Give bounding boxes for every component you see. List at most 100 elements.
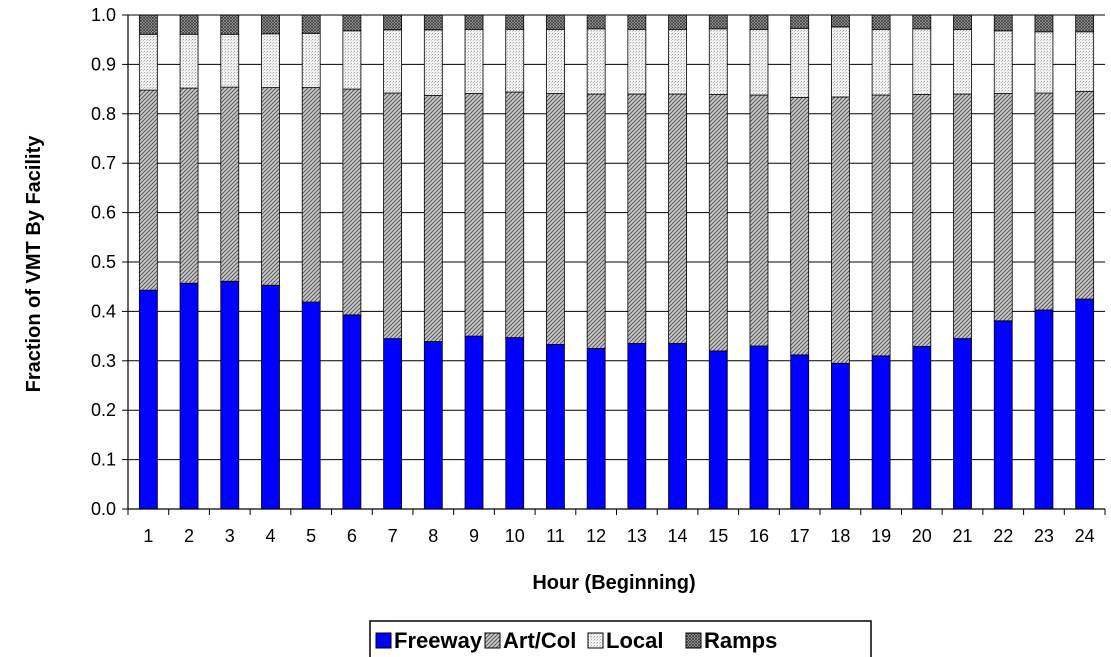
- bar-segment-freeway: [301, 301, 321, 510]
- bar-segment-freeway: [912, 346, 932, 510]
- x-tick-label: 13: [627, 526, 647, 546]
- bar-segment-ramps: [342, 14, 362, 32]
- bar-segment-freeway: [383, 338, 403, 510]
- x-tick-label: 14: [668, 526, 688, 546]
- bar-segment-local: [423, 29, 443, 96]
- bar-segment-ramps: [668, 14, 687, 30]
- bar-segment-freeway: [871, 355, 891, 510]
- x-tick-labels: 1 2 3 4 5 6 7 8 9 10 11 12 13 14 15 16 17 18 19 20 21 22 23 24: [127, 509, 1106, 546]
- y-tick-label: 0.9: [91, 54, 116, 74]
- bar-segment-art-col: [301, 87, 321, 303]
- bar-segment-ramps: [301, 14, 321, 34]
- y-tick-label: 0.5: [91, 252, 116, 272]
- bar-segment-art-col: [912, 94, 932, 347]
- bar-segment-ramps: [953, 14, 972, 30]
- bar-segment-art-col: [464, 93, 484, 337]
- bar-segment-freeway: [790, 354, 810, 510]
- bar-segment-freeway: [342, 314, 362, 510]
- bar-segment-art-col: [220, 86, 240, 282]
- bar-segment-local: [586, 28, 606, 95]
- x-tick-label: 12: [586, 526, 606, 546]
- x-tick-label: 5: [306, 526, 316, 546]
- bar-segment-ramps: [586, 14, 606, 30]
- x-tick-label: 23: [1034, 526, 1054, 546]
- bar-segment-art-col: [586, 93, 606, 349]
- bar-segment-ramps: [138, 14, 158, 35]
- bar-segment-art-col: [668, 93, 687, 344]
- bar-segment-local: [993, 30, 1013, 94]
- bar-segment-ramps: [871, 14, 891, 30]
- y-tick-label: 0.8: [91, 104, 116, 124]
- bar-segment-art-col: [831, 96, 850, 364]
- bar-segment-freeway: [220, 280, 240, 510]
- bar-segment-ramps: [1075, 14, 1095, 33]
- x-tick-label: 17: [790, 526, 810, 546]
- bar-segment-art-col: [383, 92, 403, 339]
- x-axis-title: Hour (Beginning): [532, 572, 695, 594]
- legend-label: Freeway: [394, 628, 483, 653]
- bar-segment-ramps: [627, 14, 647, 30]
- bar-segment-art-col: [708, 94, 728, 352]
- x-tick-label: 6: [347, 526, 357, 546]
- gridlines: [128, 14, 1105, 510]
- x-tick-label: 10: [505, 526, 525, 546]
- bar-segment-art-col: [505, 91, 525, 338]
- bar-segment-local: [871, 28, 891, 96]
- bar-segment-art-col: [953, 93, 972, 339]
- y-tick-label: 0.4: [91, 301, 116, 321]
- bar-segment-local: [342, 30, 362, 90]
- x-tick-label: 9: [469, 526, 479, 546]
- x-tick-label: 21: [953, 526, 973, 546]
- bar-segment-freeway: [586, 348, 606, 510]
- x-tick-label: 15: [708, 526, 728, 546]
- bar-segment-local: [464, 28, 484, 94]
- y-tick-label: 1.0: [91, 5, 116, 25]
- x-tick-label: 19: [871, 526, 891, 546]
- bar-segment-art-col: [790, 97, 810, 356]
- legend-frame: [369, 620, 872, 657]
- bar-segment-local: [627, 28, 647, 95]
- bar-segment-local: [912, 28, 932, 95]
- bar-segment-freeway: [749, 345, 769, 510]
- legend: Freeway Art/Col Local Ramps: [369, 620, 872, 657]
- bar-segment-art-col: [423, 95, 443, 342]
- x-tick-label: 8: [428, 526, 438, 546]
- bar-segment-local: [749, 28, 769, 96]
- bar-segment-local: [1034, 31, 1054, 94]
- y-tick-labels: 0.0 0.1 0.2 0.3 0.4 0.5 0.6 0.7 0.8 0.9 1.0: [91, 5, 128, 519]
- bar-segment-freeway: [708, 350, 728, 510]
- bar-segment-local: [179, 33, 199, 89]
- bar-segment-art-col: [1075, 91, 1095, 300]
- bar-segment-ramps: [1034, 14, 1054, 33]
- bar-segment-ramps: [261, 14, 280, 35]
- x-tick-label: 16: [749, 526, 769, 546]
- bar-segment-local: [546, 28, 565, 94]
- bar-segment-art-col: [342, 88, 362, 316]
- bar-segment-local: [668, 28, 687, 95]
- bar-segment-ramps: [423, 14, 443, 31]
- x-tick-label: 22: [993, 526, 1013, 546]
- bar-segment-freeway: [261, 284, 280, 510]
- bar-segment-freeway: [831, 362, 850, 510]
- bar-segment-art-col: [261, 87, 280, 286]
- bar-segment-art-col: [993, 93, 1013, 322]
- y-axis-title: Fraction of VMT By Facility: [23, 135, 45, 393]
- x-tick-label: 7: [388, 526, 398, 546]
- legend-swatch: [484, 632, 501, 649]
- bar-segment-local: [831, 26, 850, 98]
- bar-segment-freeway: [423, 341, 443, 510]
- bar-segment-art-col: [546, 93, 565, 345]
- bar-segment-ramps: [220, 14, 240, 35]
- bar-segment-local: [220, 33, 240, 88]
- bar-segment-ramps: [749, 14, 769, 30]
- x-tick-label: 18: [830, 526, 850, 546]
- y-tick-label: 0.0: [91, 499, 116, 519]
- bar-segment-freeway: [505, 337, 525, 510]
- bar-segment-ramps: [546, 14, 565, 30]
- legend-label: Art/Col: [503, 628, 576, 653]
- y-tick-label: 0.2: [91, 400, 116, 420]
- x-tick-label: 4: [265, 526, 275, 546]
- bar-segment-local: [138, 33, 158, 91]
- bar-segment-freeway: [1034, 309, 1054, 510]
